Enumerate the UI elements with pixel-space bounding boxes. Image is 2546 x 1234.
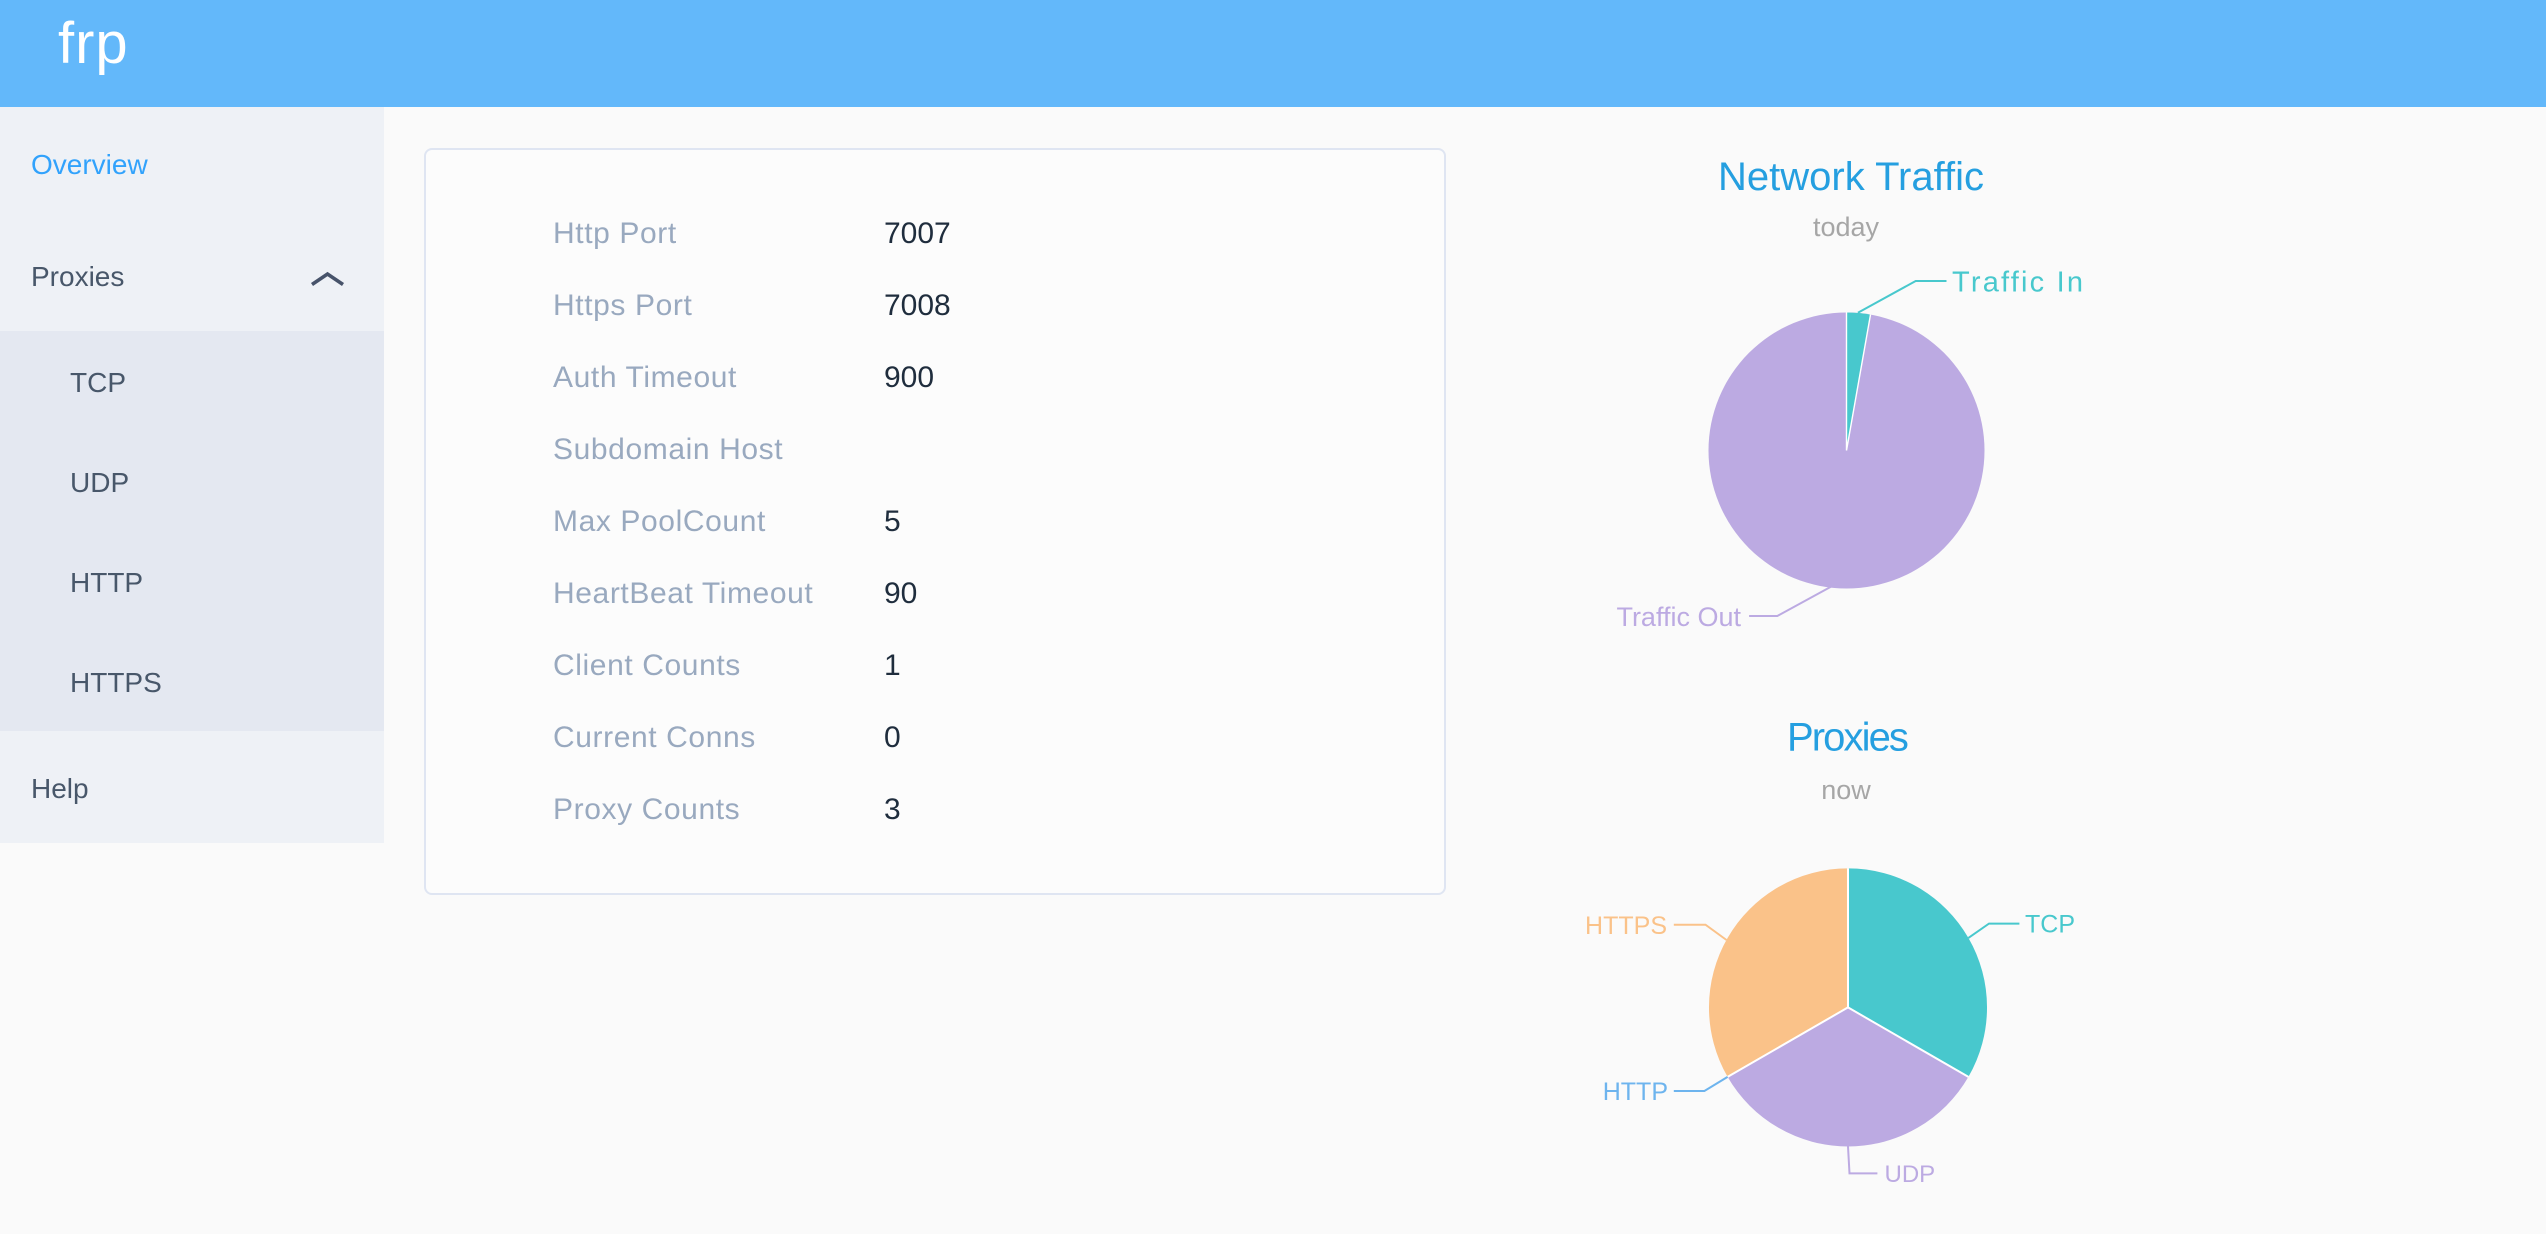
svg-text:HTTP: HTTP — [1603, 1078, 1668, 1106]
svg-text:Network Traffic: Network Traffic — [1718, 155, 1984, 199]
svg-text:Proxies: Proxies — [1787, 715, 1908, 759]
svg-text:UDP: UDP — [1885, 1161, 1936, 1188]
svg-text:Traffic In: Traffic In — [1952, 267, 2085, 299]
svg-text:HTTPS: HTTPS — [1585, 912, 1667, 940]
svg-text:TCP: TCP — [2025, 911, 2075, 939]
svg-text:Traffic Out: Traffic Out — [1616, 602, 1741, 632]
svg-text:now: now — [1821, 775, 1871, 805]
svg-text:today: today — [1813, 212, 1880, 242]
